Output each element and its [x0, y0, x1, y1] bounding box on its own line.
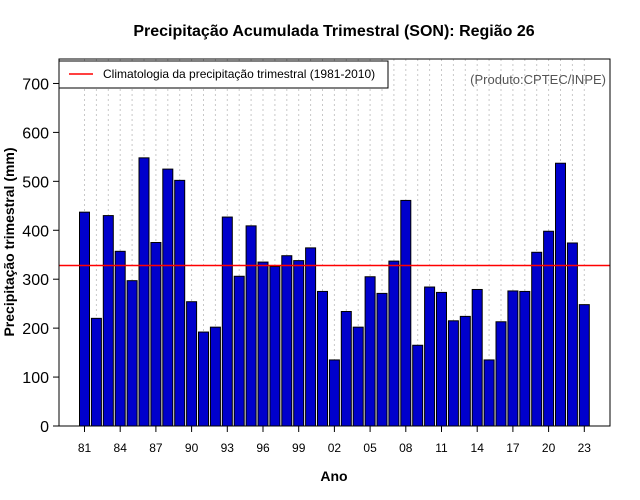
bar-2006: [376, 292, 388, 427]
x-tick-label: 05: [363, 441, 377, 455]
x-tick-label: 84: [114, 441, 128, 455]
bar-2013: [459, 315, 471, 427]
bar-2023: [578, 304, 590, 427]
legend: Climatologia da precipitação trimestral …: [58, 60, 389, 89]
x-tick-label: 96: [256, 441, 270, 455]
y-tick-label: 400: [22, 223, 49, 240]
y-tick-label: 600: [22, 125, 49, 142]
bar-2010: [424, 286, 436, 427]
bar-2003: [340, 310, 352, 427]
x-axis-title: Ano: [320, 468, 347, 484]
bar-1996: [257, 261, 269, 427]
bar-2009: [412, 344, 424, 427]
bar-2005: [364, 276, 376, 427]
chart-title: Precipitação Acumulada Trimestral (SON):…: [133, 23, 534, 40]
bar-1993: [221, 216, 233, 427]
bars: [79, 157, 590, 427]
bar-2017: [507, 290, 519, 427]
bar-1986: [138, 157, 150, 427]
bar-2020: [543, 230, 555, 427]
bar-2012: [447, 320, 459, 427]
bar-1997: [269, 265, 281, 427]
x-tick-label: 81: [78, 441, 92, 455]
x-tick-label: 90: [185, 441, 199, 455]
y-tick-label: 0: [40, 419, 49, 436]
bar-1988: [162, 168, 174, 427]
legend-label: Climatologia da precipitação trimestral …: [103, 67, 375, 81]
x-tick-label: 99: [292, 441, 306, 455]
bar-2018: [519, 290, 531, 427]
bar-1999: [293, 260, 305, 427]
bar-1998: [281, 255, 293, 427]
y-tick-label: 100: [22, 370, 49, 387]
bar-2008: [400, 199, 412, 427]
bar-1995: [245, 225, 257, 427]
x-tick-label: 14: [471, 441, 485, 455]
bar-2019: [531, 251, 543, 427]
bar-2015: [483, 359, 495, 427]
credit-text: (Produto:CPTEC/INPE): [470, 72, 606, 87]
x-tick-label: 02: [328, 441, 342, 455]
bar-1991: [198, 331, 209, 427]
legend-box: [58, 60, 389, 89]
x-tick-label: 87: [149, 441, 163, 455]
bar-1994: [233, 275, 245, 427]
bar-1987: [150, 242, 162, 427]
x-axis: 81 84 87 90 93 96 99 02 05 08 11 14 17 20 23: [78, 426, 591, 455]
bar-2000: [305, 247, 317, 427]
bar-2016: [495, 321, 507, 427]
x-tick-label: 17: [506, 441, 520, 455]
bar-2001: [317, 290, 328, 427]
bar-2022: [566, 242, 578, 427]
bar-2004: [352, 326, 364, 427]
bar-2002: [328, 359, 340, 427]
y-tick-label: 500: [22, 174, 49, 191]
y-axis-title: Precipitação trimestral (mm): [1, 147, 17, 336]
bar-1982: [90, 317, 102, 427]
y-tick-label: 300: [22, 272, 49, 289]
x-tick-label: 23: [578, 441, 592, 455]
bar-1984: [114, 250, 126, 427]
bar-1992: [209, 326, 221, 427]
bar-2021: [555, 162, 566, 427]
x-tick-label: 08: [399, 441, 413, 455]
bar-2011: [436, 291, 447, 427]
bar-1981: [79, 211, 90, 427]
bar-1990: [186, 301, 198, 427]
bar-2014: [471, 288, 483, 427]
y-axis: 0 100 200 300 400 500 600 700: [22, 76, 59, 436]
bar-2007: [388, 260, 400, 427]
x-tick-label: 20: [542, 441, 556, 455]
bar-1985: [126, 280, 138, 427]
x-tick-label: 93: [221, 441, 235, 455]
bar-1983: [102, 215, 114, 427]
y-tick-label: 700: [22, 76, 49, 93]
y-tick-label: 200: [22, 321, 49, 338]
bar-1989: [174, 179, 186, 427]
x-tick-label: 11: [435, 441, 448, 455]
